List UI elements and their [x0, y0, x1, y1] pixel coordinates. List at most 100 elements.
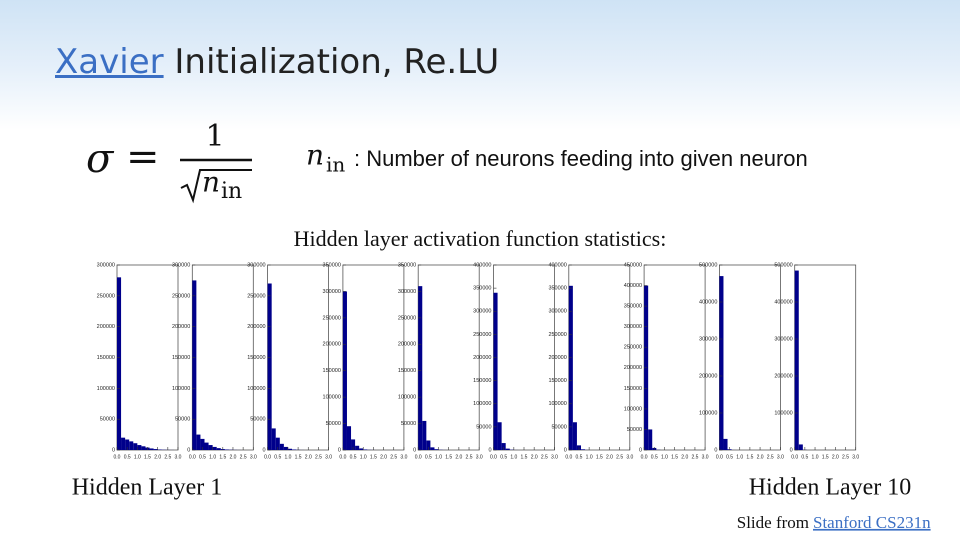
x-tick-label: 3.0: [702, 454, 709, 460]
x-tick-label: 1.5: [144, 454, 151, 460]
x-tick-label: 0.0: [114, 454, 121, 460]
y-tick-label: 0: [790, 447, 793, 453]
x-tick-label: 2.5: [691, 454, 698, 460]
formula-denominator-sub: in: [221, 179, 242, 204]
x-tick-label: 2.5: [466, 454, 473, 460]
x-tick-label: 2.5: [616, 454, 623, 460]
y-tick-label: 100000: [624, 406, 642, 412]
y-tick-label: 0: [639, 447, 642, 453]
y-tick-label: 250000: [548, 332, 566, 338]
y-tick-label: 200000: [624, 365, 642, 371]
formula: σ = 1 n in n in: [86, 119, 345, 204]
x-tick-label: 1.5: [746, 454, 753, 460]
histogram-bar: [212, 446, 217, 450]
formula-denominator: n: [202, 166, 220, 199]
y-tick-label: 250000: [398, 315, 416, 321]
y-tick-label: 0: [413, 447, 416, 453]
x-tick-label: 0.0: [490, 454, 497, 460]
y-tick-label: 300000: [699, 336, 717, 342]
x-tick-label: 1.0: [586, 454, 593, 460]
y-tick-label: 200000: [774, 373, 792, 379]
y-tick-label: 350000: [473, 286, 491, 292]
x-tick-label: 1.5: [521, 454, 528, 460]
histogram-bar: [153, 449, 158, 450]
formula-numerator: 1: [205, 119, 224, 154]
x-tick-label: 2.5: [390, 454, 397, 460]
histogram-bar: [418, 286, 423, 450]
x-tick-label: 1.0: [812, 454, 819, 460]
x-tick-label: 2.5: [541, 454, 548, 460]
x-tick-label: 2.5: [164, 454, 171, 460]
sqrt-sign: [180, 169, 252, 204]
histogram-bar: [196, 434, 201, 450]
histogram-bar: [117, 277, 122, 450]
definition-text: : Number of neurons feeding into given n…: [354, 146, 808, 171]
y-tick-label: 100000: [548, 401, 566, 407]
x-tick-label: 3.0: [250, 454, 257, 460]
y-tick-label: 150000: [323, 368, 341, 374]
histogram-bar: [192, 280, 197, 450]
y-tick-label: 50000: [476, 424, 491, 430]
histogram-bar: [125, 439, 130, 450]
credit-link[interactable]: Stanford CS231n: [813, 513, 931, 532]
y-tick-label: 100000: [97, 386, 115, 392]
histogram-bar: [719, 276, 724, 450]
x-tick-label: 0.5: [651, 454, 658, 460]
definition-symbol: n: [306, 139, 324, 172]
y-tick-label: 0: [714, 447, 717, 453]
histogram-bar: [200, 438, 205, 450]
x-tick-label: 0.0: [339, 454, 346, 460]
histogram-bar: [430, 447, 435, 450]
slide-title: Xavier Initialization, Re.LU: [55, 42, 499, 82]
histogram-bar: [346, 426, 352, 450]
histogram-bar: [275, 437, 280, 450]
x-tick-label: 0.0: [641, 454, 648, 460]
y-tick-label: 100000: [473, 401, 491, 407]
x-tick-label: 0.5: [124, 454, 131, 460]
histogram-bar: [572, 422, 577, 450]
caption: Hidden layer activation function statist…: [294, 226, 667, 251]
y-tick-label: 0: [263, 447, 266, 453]
histogram-bar: [137, 445, 142, 450]
x-tick-label: 2.0: [757, 454, 764, 460]
histogram-bar: [648, 429, 653, 450]
y-tick-label: 500000: [699, 262, 717, 268]
y-tick-label: 0: [338, 447, 341, 453]
histogram-bar: [505, 448, 510, 450]
x-tick-label: 0.5: [726, 454, 733, 460]
histogram-bar: [581, 449, 586, 450]
y-tick-label: 250000: [473, 332, 491, 338]
x-tick-label: 2.0: [154, 454, 161, 460]
histogram-bar: [497, 422, 502, 450]
y-tick-label: 200000: [699, 373, 717, 379]
x-tick-label: 1.5: [370, 454, 377, 460]
x-tick-label: 2.0: [229, 454, 236, 460]
histogram-bar: [283, 446, 288, 450]
x-tick-label: 2.0: [305, 454, 312, 460]
x-tick-label: 0.5: [350, 454, 357, 460]
y-tick-label: 400000: [473, 262, 491, 268]
histogram-bar: [129, 441, 134, 450]
histogram-bar: [568, 285, 573, 450]
x-tick-label: 0.5: [425, 454, 432, 460]
y-tick-label: 300000: [247, 262, 265, 268]
y-tick-label: 250000: [172, 293, 190, 299]
y-tick-label: 250000: [323, 315, 341, 321]
x-tick-label: 0.0: [415, 454, 422, 460]
x-tick-label: 0.0: [565, 454, 572, 460]
y-tick-label: 350000: [323, 262, 341, 268]
x-tick-label: 0.0: [716, 454, 723, 460]
y-tick-label: 100000: [699, 410, 717, 416]
y-tick-label: 350000: [624, 304, 642, 310]
x-tick-label: 0.0: [189, 454, 196, 460]
x-tick-label: 2.5: [240, 454, 247, 460]
plot-frame: [267, 264, 330, 451]
y-tick-label: 150000: [473, 378, 491, 384]
x-tick-label: 2.0: [531, 454, 538, 460]
y-tick-label: 150000: [97, 355, 115, 361]
x-tick-label: 0.5: [500, 454, 507, 460]
x-tick-label: 3.0: [852, 454, 859, 460]
title-link[interactable]: Xavier: [55, 42, 164, 82]
